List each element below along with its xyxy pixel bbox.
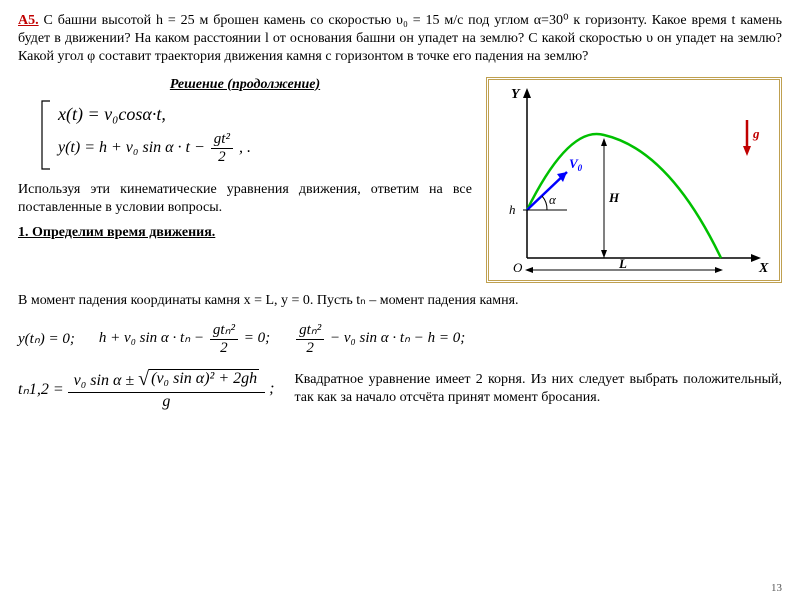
solution-left: Решение (продолжение) x(t) = v₀cosα·t, y… <box>18 77 472 241</box>
eq-y0: y(tₙ) = 0; <box>18 329 75 348</box>
h-label: h <box>509 202 516 217</box>
H-label: H <box>608 190 620 205</box>
eq-expanded: h + v₀ sin α · tₙ − gtₙ²2 = 0; <box>99 320 270 357</box>
eq-y: y(t) = h + v₀ sin α · t − gt² 2 , . <box>58 131 251 166</box>
solution-label: Решение (продолжение) <box>18 77 472 93</box>
quadratic-solution: tₙ1,2 = v₀ sin α ± √(v₀ sin α)² + 2gh g … <box>18 367 274 411</box>
problem-ref: А5. <box>18 13 39 28</box>
problem-statement: А5. С башни высотой h = 25 м брошен каме… <box>18 12 782 67</box>
graph-container: Y X O h V0 α H L <box>486 77 782 288</box>
eq-rearranged: gtₙ²2 − v₀ sin α · tₙ − h = 0; <box>294 320 465 357</box>
problem-text: С башни высотой h = 25 м брошен камень с… <box>18 13 782 64</box>
g-label: g <box>752 126 760 141</box>
x-axis-label: X <box>758 261 769 276</box>
square-bracket <box>38 99 54 171</box>
origin-label: O <box>513 260 523 275</box>
eq-x: x(t) = v₀cosα·t, <box>58 104 251 125</box>
trajectory-graph: Y X O h V0 α H L <box>486 77 782 283</box>
section-1: 1. Определим время движения. <box>18 225 472 241</box>
solution-row: Решение (продолжение) x(t) = v₀cosα·t, y… <box>18 77 782 288</box>
page-number: 13 <box>771 582 782 594</box>
y-axis-label: Y <box>511 87 521 102</box>
para-falling: В момент падения координаты камня x = L,… <box>18 292 782 310</box>
alpha-label: α <box>549 192 557 207</box>
para-kinematic: Используя эти кинематические уравнения д… <box>18 181 472 217</box>
bottom-row: tₙ1,2 = v₀ sin α ± √(v₀ sin α)² + 2gh g … <box>18 367 782 411</box>
L-label: L <box>618 256 627 271</box>
final-para: Квадратное уравнение имеет 2 корня. Из н… <box>294 371 782 407</box>
kinematic-equations: x(t) = v₀cosα·t, y(t) = h + v₀ sin α · t… <box>38 99 472 171</box>
quadratic-steps: y(tₙ) = 0; h + v₀ sin α · tₙ − gtₙ²2 = 0… <box>18 320 782 357</box>
